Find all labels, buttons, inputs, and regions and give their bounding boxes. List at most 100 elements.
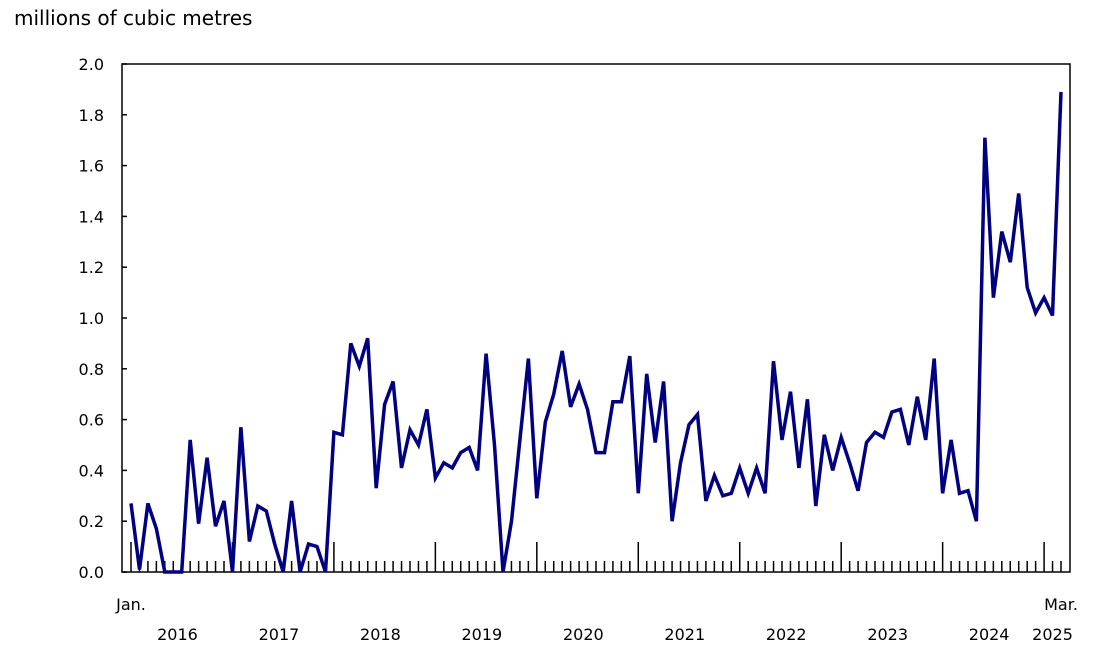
data-point <box>298 570 302 574</box>
data-point <box>569 405 573 409</box>
data-point <box>738 466 742 470</box>
x-year-label: 2016 <box>157 625 198 644</box>
data-point <box>222 499 226 503</box>
data-point <box>932 357 936 361</box>
data-point <box>163 570 167 574</box>
series-group <box>129 91 1063 574</box>
data-point <box>763 491 767 495</box>
data-point <box>535 496 539 500</box>
data-point <box>670 519 674 523</box>
data-point <box>214 524 218 528</box>
data-point <box>907 443 911 447</box>
x-year-label: 2022 <box>766 625 807 644</box>
data-point <box>281 570 285 574</box>
data-point <box>1025 286 1029 290</box>
x-year-label: 2019 <box>462 625 503 644</box>
data-point <box>890 410 894 414</box>
data-point <box>391 380 395 384</box>
data-point <box>518 438 522 442</box>
data-point <box>898 407 902 411</box>
data-point <box>509 519 513 523</box>
data-point <box>501 570 505 574</box>
data-point <box>307 542 311 546</box>
data-point <box>881 435 885 439</box>
data-point <box>805 397 809 401</box>
data-point <box>856 489 860 493</box>
data-point <box>400 466 404 470</box>
plot-frame <box>121 63 1071 573</box>
data-point <box>831 468 835 472</box>
data-point <box>171 570 175 574</box>
data-point <box>146 501 150 505</box>
data-point <box>949 438 953 442</box>
data-point <box>340 433 344 437</box>
x-start-label: Jan. <box>115 595 146 614</box>
data-point <box>188 438 192 442</box>
data-point <box>619 400 623 404</box>
data-point <box>129 501 133 505</box>
x-axis: 2016 2017 2018 2019 2020 2021 2022 2023 2024 2025 <box>130 542 1073 644</box>
x-year-label: 2025 <box>1032 625 1073 644</box>
data-point <box>1034 311 1038 315</box>
data-point <box>247 540 251 544</box>
y-tick-label: 1.2 <box>79 258 104 277</box>
data-point <box>154 527 158 531</box>
x-year-label: 2024 <box>969 625 1010 644</box>
data-point <box>366 336 370 340</box>
data-point <box>746 491 750 495</box>
data-point <box>1008 260 1012 264</box>
x-year-label: 2021 <box>664 625 705 644</box>
data-point <box>780 438 784 442</box>
data-point <box>704 499 708 503</box>
data-point <box>408 428 412 432</box>
data-point <box>602 451 606 455</box>
data-point <box>230 570 234 574</box>
data-point <box>357 364 361 368</box>
data-point <box>653 440 657 444</box>
y-tick-label: 0.2 <box>79 512 104 531</box>
y-tick-label: 1.6 <box>79 157 104 176</box>
data-point <box>425 407 429 411</box>
data-point <box>729 491 733 495</box>
y-tick-label: 0.6 <box>79 411 104 430</box>
data-point <box>966 489 970 493</box>
data-point <box>273 542 277 546</box>
data-point <box>679 461 683 465</box>
y-tick-label: 0.8 <box>79 360 104 379</box>
data-point <box>264 509 268 513</box>
x-end-label: Mar. <box>1044 595 1078 614</box>
y-axis: 0.0 0.2 0.4 0.6 0.8 1.0 1.2 1.4 1.6 1.8 2.0 <box>79 55 127 582</box>
x-year-label: 2020 <box>563 625 604 644</box>
data-point <box>915 395 919 399</box>
data-point <box>197 522 201 526</box>
x-year-label: 2017 <box>259 625 300 644</box>
y-axis-title: millions of cubic metres <box>14 6 252 30</box>
data-point <box>332 430 336 434</box>
data-point <box>442 461 446 465</box>
data-point <box>983 136 987 140</box>
data-point <box>839 435 843 439</box>
data-point <box>594 451 598 455</box>
data-point <box>788 390 792 394</box>
data-point <box>958 491 962 495</box>
data-point <box>662 380 666 384</box>
data-point <box>349 341 353 345</box>
data-point <box>239 425 243 429</box>
data-point <box>797 466 801 470</box>
data-point <box>628 354 632 358</box>
data-point <box>459 451 463 455</box>
data-point <box>526 357 530 361</box>
data-point <box>712 473 716 477</box>
data-point <box>848 461 852 465</box>
data-point <box>687 423 691 427</box>
data-point <box>315 545 319 549</box>
data-point <box>1017 192 1021 196</box>
data-point <box>721 494 725 498</box>
data-point <box>873 430 877 434</box>
data-point <box>433 476 437 480</box>
data-point <box>586 407 590 411</box>
data-point <box>552 392 556 396</box>
data-point <box>543 420 547 424</box>
data-point <box>450 466 454 470</box>
